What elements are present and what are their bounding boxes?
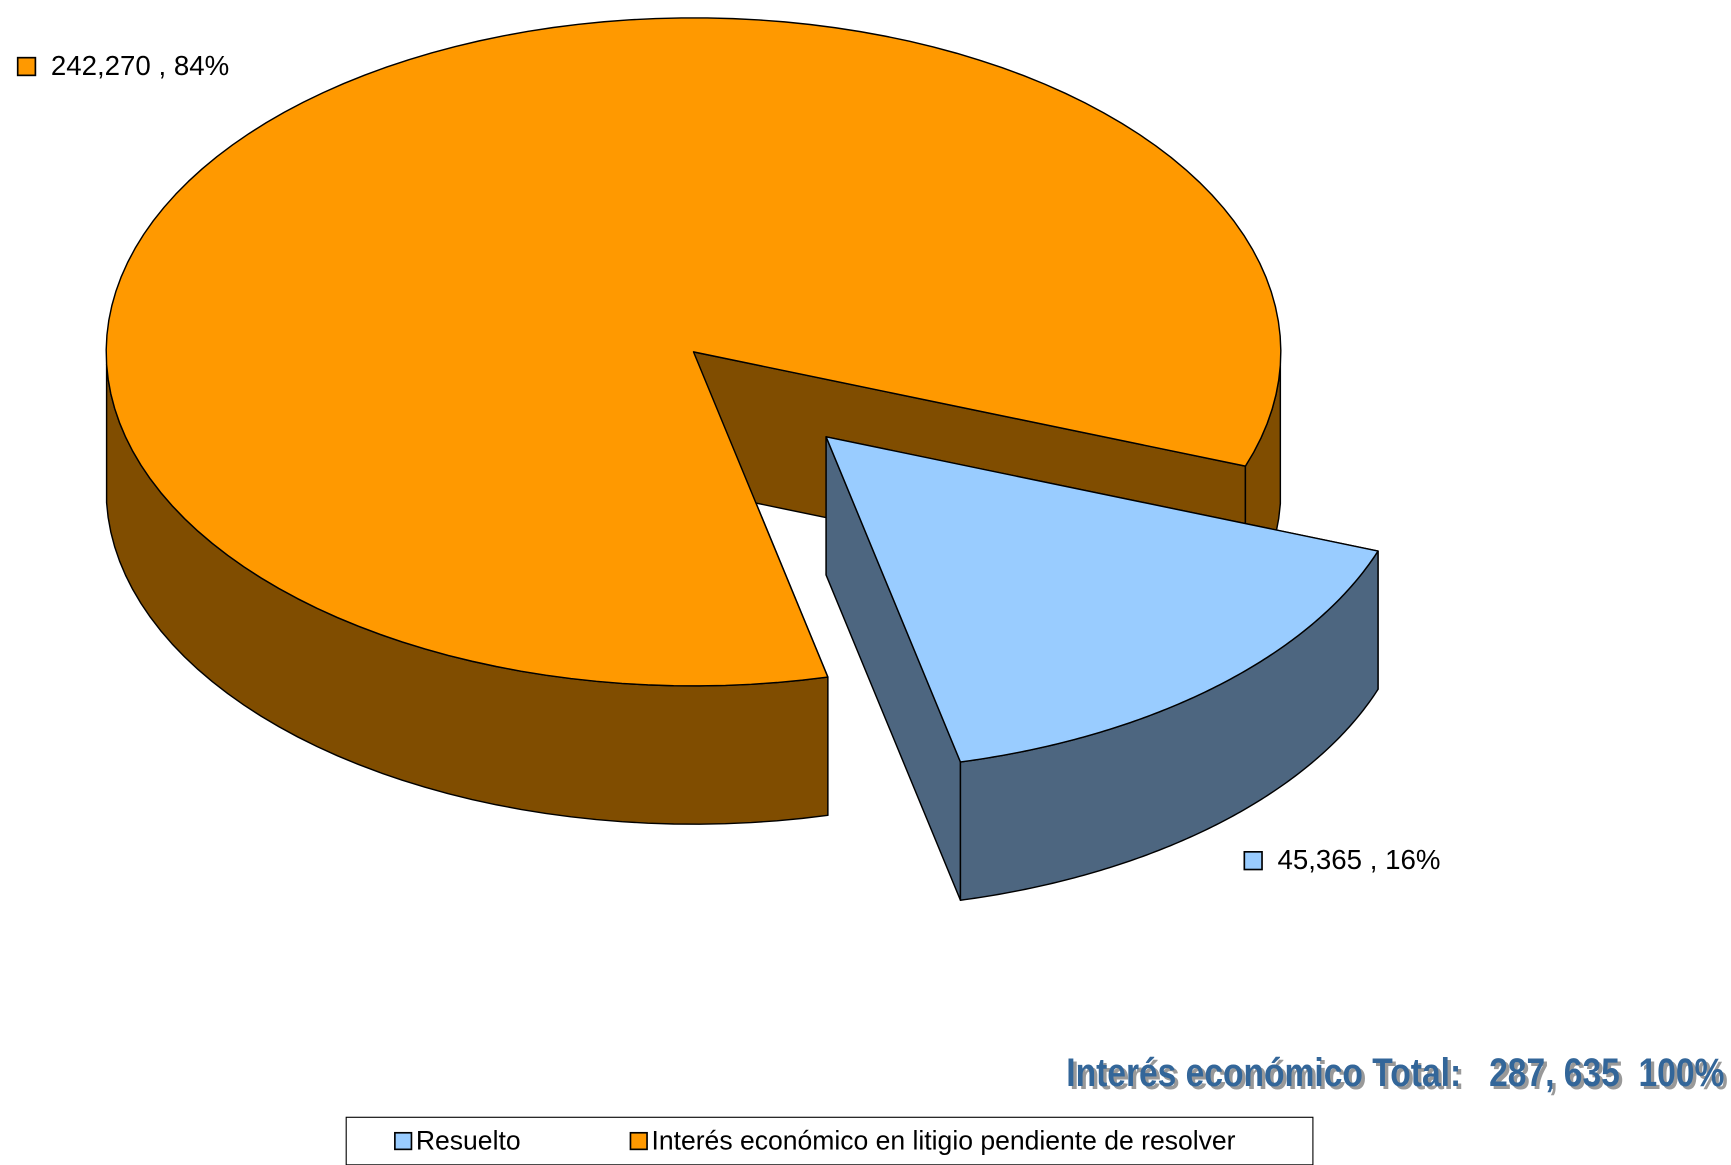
slice-top [105, 17, 1282, 687]
slice-top [825, 436, 1379, 763]
data-label: 242,270 , 84% [51, 50, 229, 81]
annotation-shadow: Interés económico Total: 287, 635 100% [1070, 1054, 1728, 1098]
pie [105, 17, 1379, 901]
legend: Resuelto Interés económico en litigio pen… [345, 1116, 1314, 1165]
legend-swatch [629, 1131, 648, 1151]
labels: 45,365 , 16% 242,270 , 84% [16, 50, 1441, 875]
label-swatch [1243, 850, 1263, 871]
legend-box [345, 1116, 1314, 1165]
annotation: Interés económico Total: 287, 635 100% [1066, 1051, 1724, 1095]
slice [825, 436, 1379, 901]
label-swatch [16, 56, 37, 77]
legend-label: Interés económico en litigio pendiente d… [651, 1126, 1235, 1156]
data-label: 45,365 , 16% [1278, 844, 1441, 875]
legend-label: Resuelto [416, 1126, 521, 1156]
legend-swatch [394, 1131, 413, 1151]
